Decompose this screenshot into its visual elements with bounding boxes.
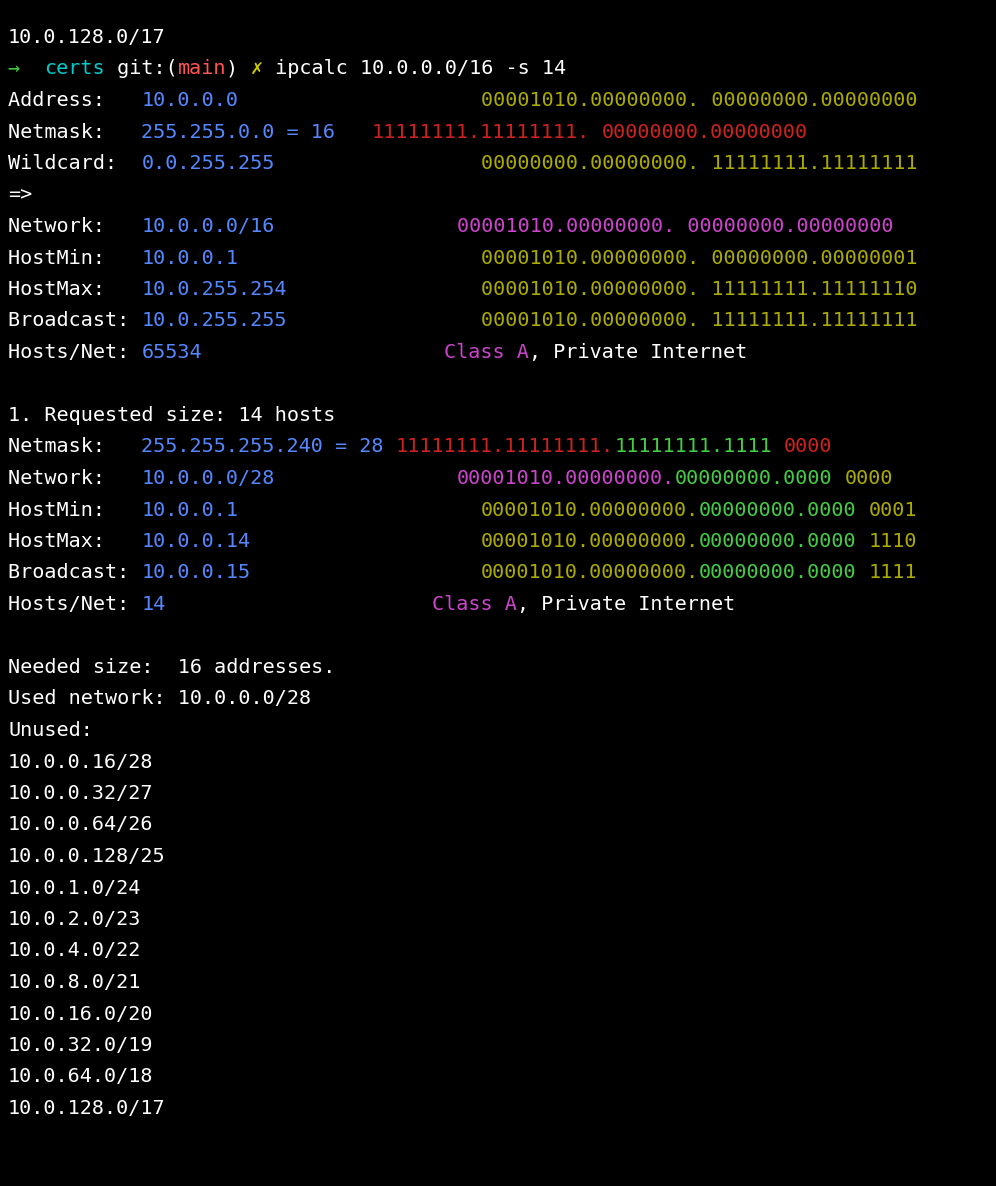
Text: 00001010.00000000. 11111111.11111111: 00001010.00000000. 11111111.11111111 [481,312,917,331]
Text: Class A: Class A [432,595,517,614]
Text: Hosts/Net:: Hosts/Net: [8,343,141,362]
Text: , Private Internet: , Private Internet [517,595,735,614]
Text: , Private Internet: , Private Internet [530,343,748,362]
Text: 11111111.11111111.: 11111111.11111111. [396,438,615,457]
Text: Netmask:: Netmask: [8,438,141,457]
Text: 10.0.8.0/21: 10.0.8.0/21 [8,973,141,991]
Text: Wildcard:: Wildcard: [8,154,141,173]
Text: 65534: 65534 [141,343,202,362]
Text: Used network: 10.0.0.0/28: Used network: 10.0.0.0/28 [8,689,311,708]
Text: Hosts/Net:: Hosts/Net: [8,595,141,614]
Text: ipcalc 10.0.0.0/16 -s 14: ipcalc 10.0.0.0/16 -s 14 [263,59,566,78]
Text: 10.0.16.0/20: 10.0.16.0/20 [8,1005,153,1024]
Text: 10.0.128.0/17: 10.0.128.0/17 [8,28,165,47]
Text: 0000: 0000 [784,438,833,457]
Text: 10.0.32.0/19: 10.0.32.0/19 [8,1037,153,1056]
Text: 10.0.0.14: 10.0.0.14 [141,533,251,551]
Text: HostMin:: HostMin: [8,500,141,519]
Text: 10.0.0.64/26: 10.0.0.64/26 [8,816,153,835]
Text: 00001010.00000000. 00000000.00000001: 00001010.00000000. 00000000.00000001 [481,249,917,268]
Text: 10.0.0.16/28: 10.0.0.16/28 [8,752,153,772]
Text: 10.0.255.254: 10.0.255.254 [141,280,287,299]
Text: 10.0.1.0/24: 10.0.1.0/24 [8,879,141,898]
Text: 14: 14 [141,595,165,614]
Text: HostMin:: HostMin: [8,249,141,268]
Text: 00001010.00000000.: 00001010.00000000. [481,563,699,582]
Text: ): ) [226,59,251,78]
Text: 255.255.255.240 = 28: 255.255.255.240 = 28 [141,438,383,457]
Text: Broadcast:: Broadcast: [8,563,141,582]
Text: 10.0.0.1: 10.0.0.1 [141,249,238,268]
Text: Broadcast:: Broadcast: [8,312,141,331]
Text: 10.0.0.128/25: 10.0.0.128/25 [8,847,165,866]
Text: 0000: 0000 [845,468,893,487]
Text: 10.0.128.0/17: 10.0.128.0/17 [8,1099,165,1118]
Text: 255.255.0.0 = 16: 255.255.0.0 = 16 [141,122,336,141]
Text: Address:: Address: [8,91,141,110]
Text: Needed size:  16 addresses.: Needed size: 16 addresses. [8,658,336,677]
Text: 10.0.64.0/18: 10.0.64.0/18 [8,1067,153,1086]
Text: 11111111.11111111.: 11111111.11111111. [372,122,590,141]
Text: git:(: git:( [105,59,177,78]
Text: ✗: ✗ [251,59,263,78]
Text: 00000000.0000: 00000000.0000 [699,563,857,582]
Text: 10.0.2.0/23: 10.0.2.0/23 [8,910,141,929]
Text: Unused:: Unused: [8,721,93,740]
Text: 10.0.0.32/27: 10.0.0.32/27 [8,784,153,803]
Text: 1. Requested size: 14 hosts: 1. Requested size: 14 hosts [8,406,336,425]
Text: 00000000.00000000: 00000000.00000000 [603,122,808,141]
Text: certs: certs [45,59,105,78]
Text: 00001010.00000000. 11111111.11111110: 00001010.00000000. 11111111.11111110 [481,280,917,299]
Text: 00001010.00000000. 00000000.00000000: 00001010.00000000. 00000000.00000000 [481,91,917,110]
Text: Network:: Network: [8,217,141,236]
Text: 0001: 0001 [869,500,917,519]
Text: =>: => [8,185,32,204]
Text: 10.0.0.0: 10.0.0.0 [141,91,238,110]
Text: 00001010.00000000.: 00001010.00000000. [456,468,675,487]
Text: 10.0.4.0/22: 10.0.4.0/22 [8,942,141,961]
Text: 10.0.0.0/16: 10.0.0.0/16 [141,217,275,236]
Text: 1111: 1111 [869,563,917,582]
Text: 00000000.0000: 00000000.0000 [675,468,833,487]
Text: 10.0.0.15: 10.0.0.15 [141,563,251,582]
Text: main: main [177,59,226,78]
Text: →: → [8,59,45,78]
Text: 00001010.00000000. 00000000.00000000: 00001010.00000000. 00000000.00000000 [456,217,893,236]
Text: Network:: Network: [8,468,141,487]
Text: HostMax:: HostMax: [8,280,141,299]
Text: 00000000.0000: 00000000.0000 [699,500,857,519]
Text: 10.0.255.255: 10.0.255.255 [141,312,287,331]
Text: Netmask:: Netmask: [8,122,141,141]
Text: 11111111.1111: 11111111.1111 [615,438,772,457]
Text: HostMax:: HostMax: [8,533,141,551]
Text: Class A: Class A [444,343,530,362]
Text: 00001010.00000000.: 00001010.00000000. [481,533,699,551]
Text: 00001010.00000000.: 00001010.00000000. [481,500,699,519]
Text: 00000000.00000000. 11111111.11111111: 00000000.00000000. 11111111.11111111 [481,154,917,173]
Text: 1110: 1110 [869,533,917,551]
Text: 0.0.255.255: 0.0.255.255 [141,154,275,173]
Text: 10.0.0.0/28: 10.0.0.0/28 [141,468,275,487]
Text: 00000000.0000: 00000000.0000 [699,533,857,551]
Text: 10.0.0.1: 10.0.0.1 [141,500,238,519]
